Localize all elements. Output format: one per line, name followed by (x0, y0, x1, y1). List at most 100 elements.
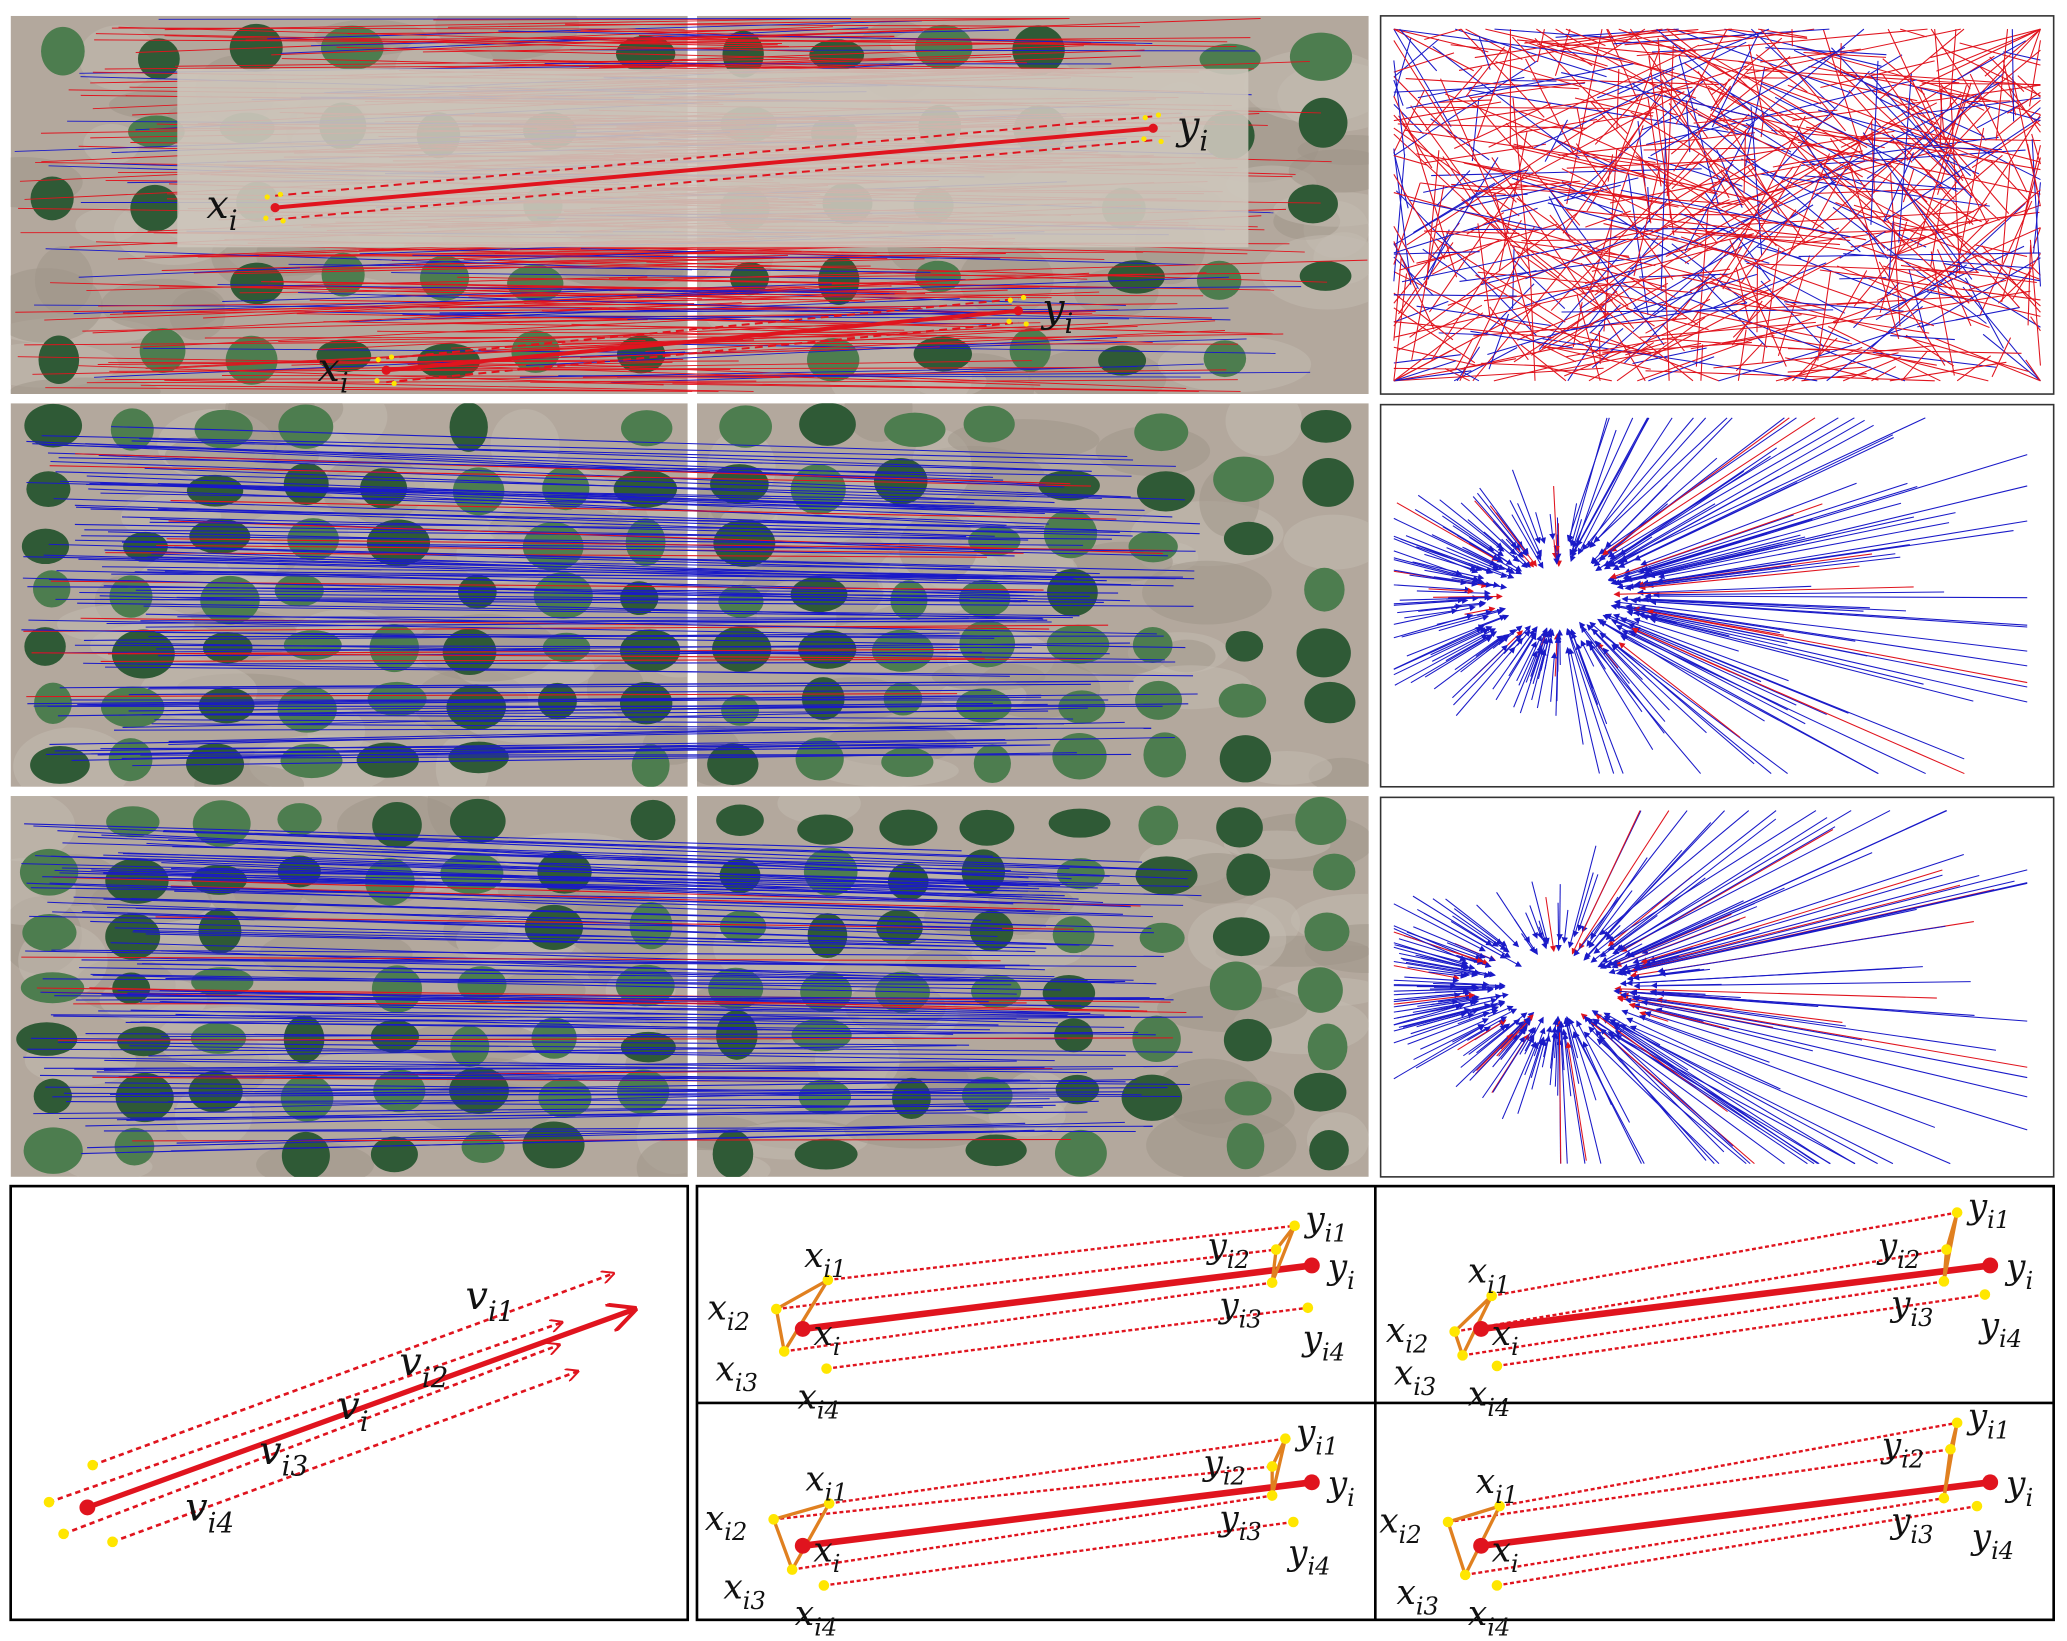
plant (1132, 627, 1173, 664)
label: xi4 (795, 1594, 837, 1641)
point (43, 1496, 55, 1508)
line (101, 834, 1188, 880)
line (107, 906, 1003, 930)
line (1713, 262, 1827, 309)
line (1663, 94, 1729, 131)
line (1982, 333, 2041, 382)
line (1393, 28, 1474, 72)
line (128, 702, 993, 712)
line (1564, 1020, 1602, 1164)
line (1431, 628, 1497, 662)
line (161, 1031, 1139, 1038)
line (1620, 48, 1661, 154)
line (1759, 173, 1990, 207)
line (1409, 212, 1578, 338)
line (2029, 263, 2041, 276)
label: xi2 (708, 1289, 750, 1336)
line (50, 855, 1098, 889)
line (1431, 220, 1522, 361)
line (42, 978, 1012, 986)
line (1964, 277, 2004, 349)
line (288, 263, 931, 273)
triangle (774, 1275, 833, 1356)
line (143, 347, 726, 354)
point (821, 1363, 832, 1374)
label-sub: i3 (282, 1450, 309, 1483)
plant (1298, 97, 1348, 148)
line (1636, 28, 1928, 57)
line (1820, 228, 1946, 234)
plant (110, 408, 154, 451)
label: xi1 (804, 1236, 846, 1283)
line (32, 443, 1065, 488)
plant (716, 804, 764, 837)
line (164, 18, 842, 31)
line (1433, 982, 1506, 989)
line (1505, 1027, 1526, 1052)
line (1954, 127, 1985, 278)
line (524, 272, 1090, 305)
line (1460, 28, 1545, 118)
plant (1226, 853, 1271, 896)
line (1642, 596, 1870, 609)
line (1620, 617, 1789, 682)
label-base: x (1492, 1314, 1511, 1354)
plant (801, 677, 845, 721)
line (1644, 592, 2028, 600)
line (1424, 553, 1477, 572)
line (580, 248, 1196, 266)
line (1424, 28, 1462, 41)
line (1480, 1262, 1991, 1333)
label: yi (1326, 1248, 1355, 1295)
line (1819, 269, 2041, 301)
line (1633, 165, 1661, 277)
line (1639, 278, 1676, 299)
line (1697, 114, 1867, 187)
plant (21, 528, 70, 565)
line (1393, 517, 1500, 569)
line (1628, 989, 1819, 1007)
line (1561, 168, 1701, 238)
line (1810, 322, 1923, 360)
line (1416, 546, 1494, 575)
line (1673, 28, 1852, 94)
line (1626, 1017, 1781, 1090)
line (1881, 73, 1963, 187)
line (104, 377, 781, 381)
plant (1307, 1023, 1348, 1071)
line (2011, 29, 2015, 122)
plant (371, 965, 423, 1013)
line (1580, 626, 1643, 713)
line (612, 37, 1251, 43)
line (117, 989, 1140, 1008)
line (1804, 175, 1966, 190)
line (128, 689, 992, 696)
line (1432, 898, 1510, 953)
line (1850, 236, 1929, 248)
line (1631, 627, 1965, 775)
line (1599, 914, 1658, 958)
line (50, 460, 1185, 501)
label: xi (1492, 1314, 1519, 1361)
line (1787, 84, 1994, 164)
line (1511, 146, 1717, 195)
line (127, 546, 1100, 575)
line (1787, 366, 1871, 373)
line (1612, 810, 1891, 955)
line (63, 1092, 1181, 1098)
label: xi3 (1394, 1353, 1436, 1400)
plant (370, 1136, 418, 1173)
line (176, 1122, 1026, 1144)
soil (10, 796, 76, 862)
line (1491, 1211, 1958, 1298)
label-base: v (185, 1485, 207, 1531)
line (1393, 992, 1476, 1005)
line (1610, 417, 1816, 552)
line (1438, 332, 1488, 336)
line (40, 991, 1105, 1016)
line (1393, 155, 1428, 166)
point (1289, 1220, 1300, 1232)
plant (522, 1121, 585, 1169)
line (1477, 223, 1491, 317)
line (90, 508, 1045, 528)
